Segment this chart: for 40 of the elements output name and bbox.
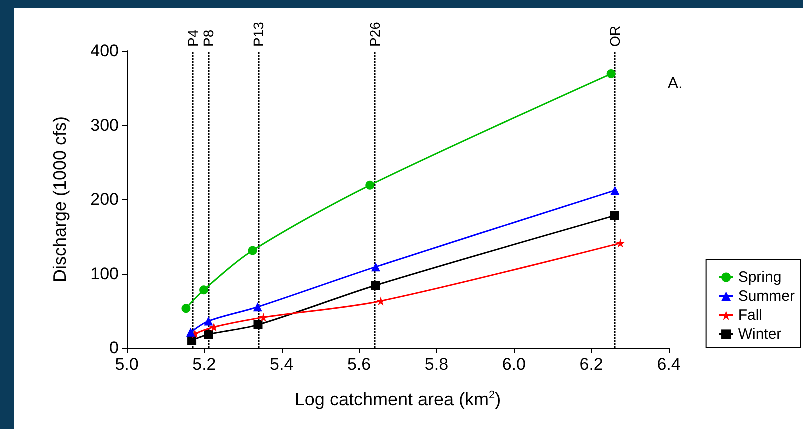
ref-line-label: P8 (200, 30, 216, 47)
x-tick-label: 5.2 (192, 355, 216, 374)
x-tick-label: 6.2 (580, 355, 604, 374)
point (610, 186, 620, 196)
legend-label: Winter (738, 326, 782, 343)
point (606, 70, 616, 79)
point (204, 316, 214, 326)
point (610, 211, 620, 220)
annotation: A. (668, 76, 684, 92)
x-tick-label: 5.4 (270, 355, 294, 374)
x-tick-label: 6.4 (657, 355, 681, 374)
y-axis-title: Discharge (1000 cfs) (50, 116, 70, 283)
point (366, 180, 375, 190)
point (376, 296, 386, 306)
x-tick-label: 5.6 (347, 355, 372, 374)
y-tick-label: 300 (90, 116, 119, 135)
x-tick-label: 5.0 (115, 355, 139, 374)
y-tick-label: 400 (90, 42, 119, 60)
point (371, 281, 380, 290)
legend-label: Summer (738, 288, 796, 305)
point (253, 302, 262, 312)
point (204, 330, 214, 340)
point (182, 304, 191, 314)
y-tick-label: 200 (90, 190, 119, 209)
ref-line-label: P4 (184, 30, 201, 47)
legend-label: Spring (738, 269, 782, 286)
ref-line-label: P26 (366, 22, 383, 47)
point (186, 328, 196, 337)
y-tick-label: 0 (110, 338, 119, 358)
point (200, 286, 209, 295)
ref-line-label: OR (606, 26, 623, 47)
y-tick-label: 100 (90, 264, 119, 284)
point (248, 246, 258, 256)
x-tick-label: 5.8 (424, 355, 449, 374)
point (616, 238, 626, 248)
point (371, 262, 380, 272)
point (254, 320, 263, 330)
x-tick-label: 6.0 (502, 355, 526, 374)
legend-label: Fall (738, 307, 762, 324)
ref-line-label: P13 (250, 22, 267, 47)
